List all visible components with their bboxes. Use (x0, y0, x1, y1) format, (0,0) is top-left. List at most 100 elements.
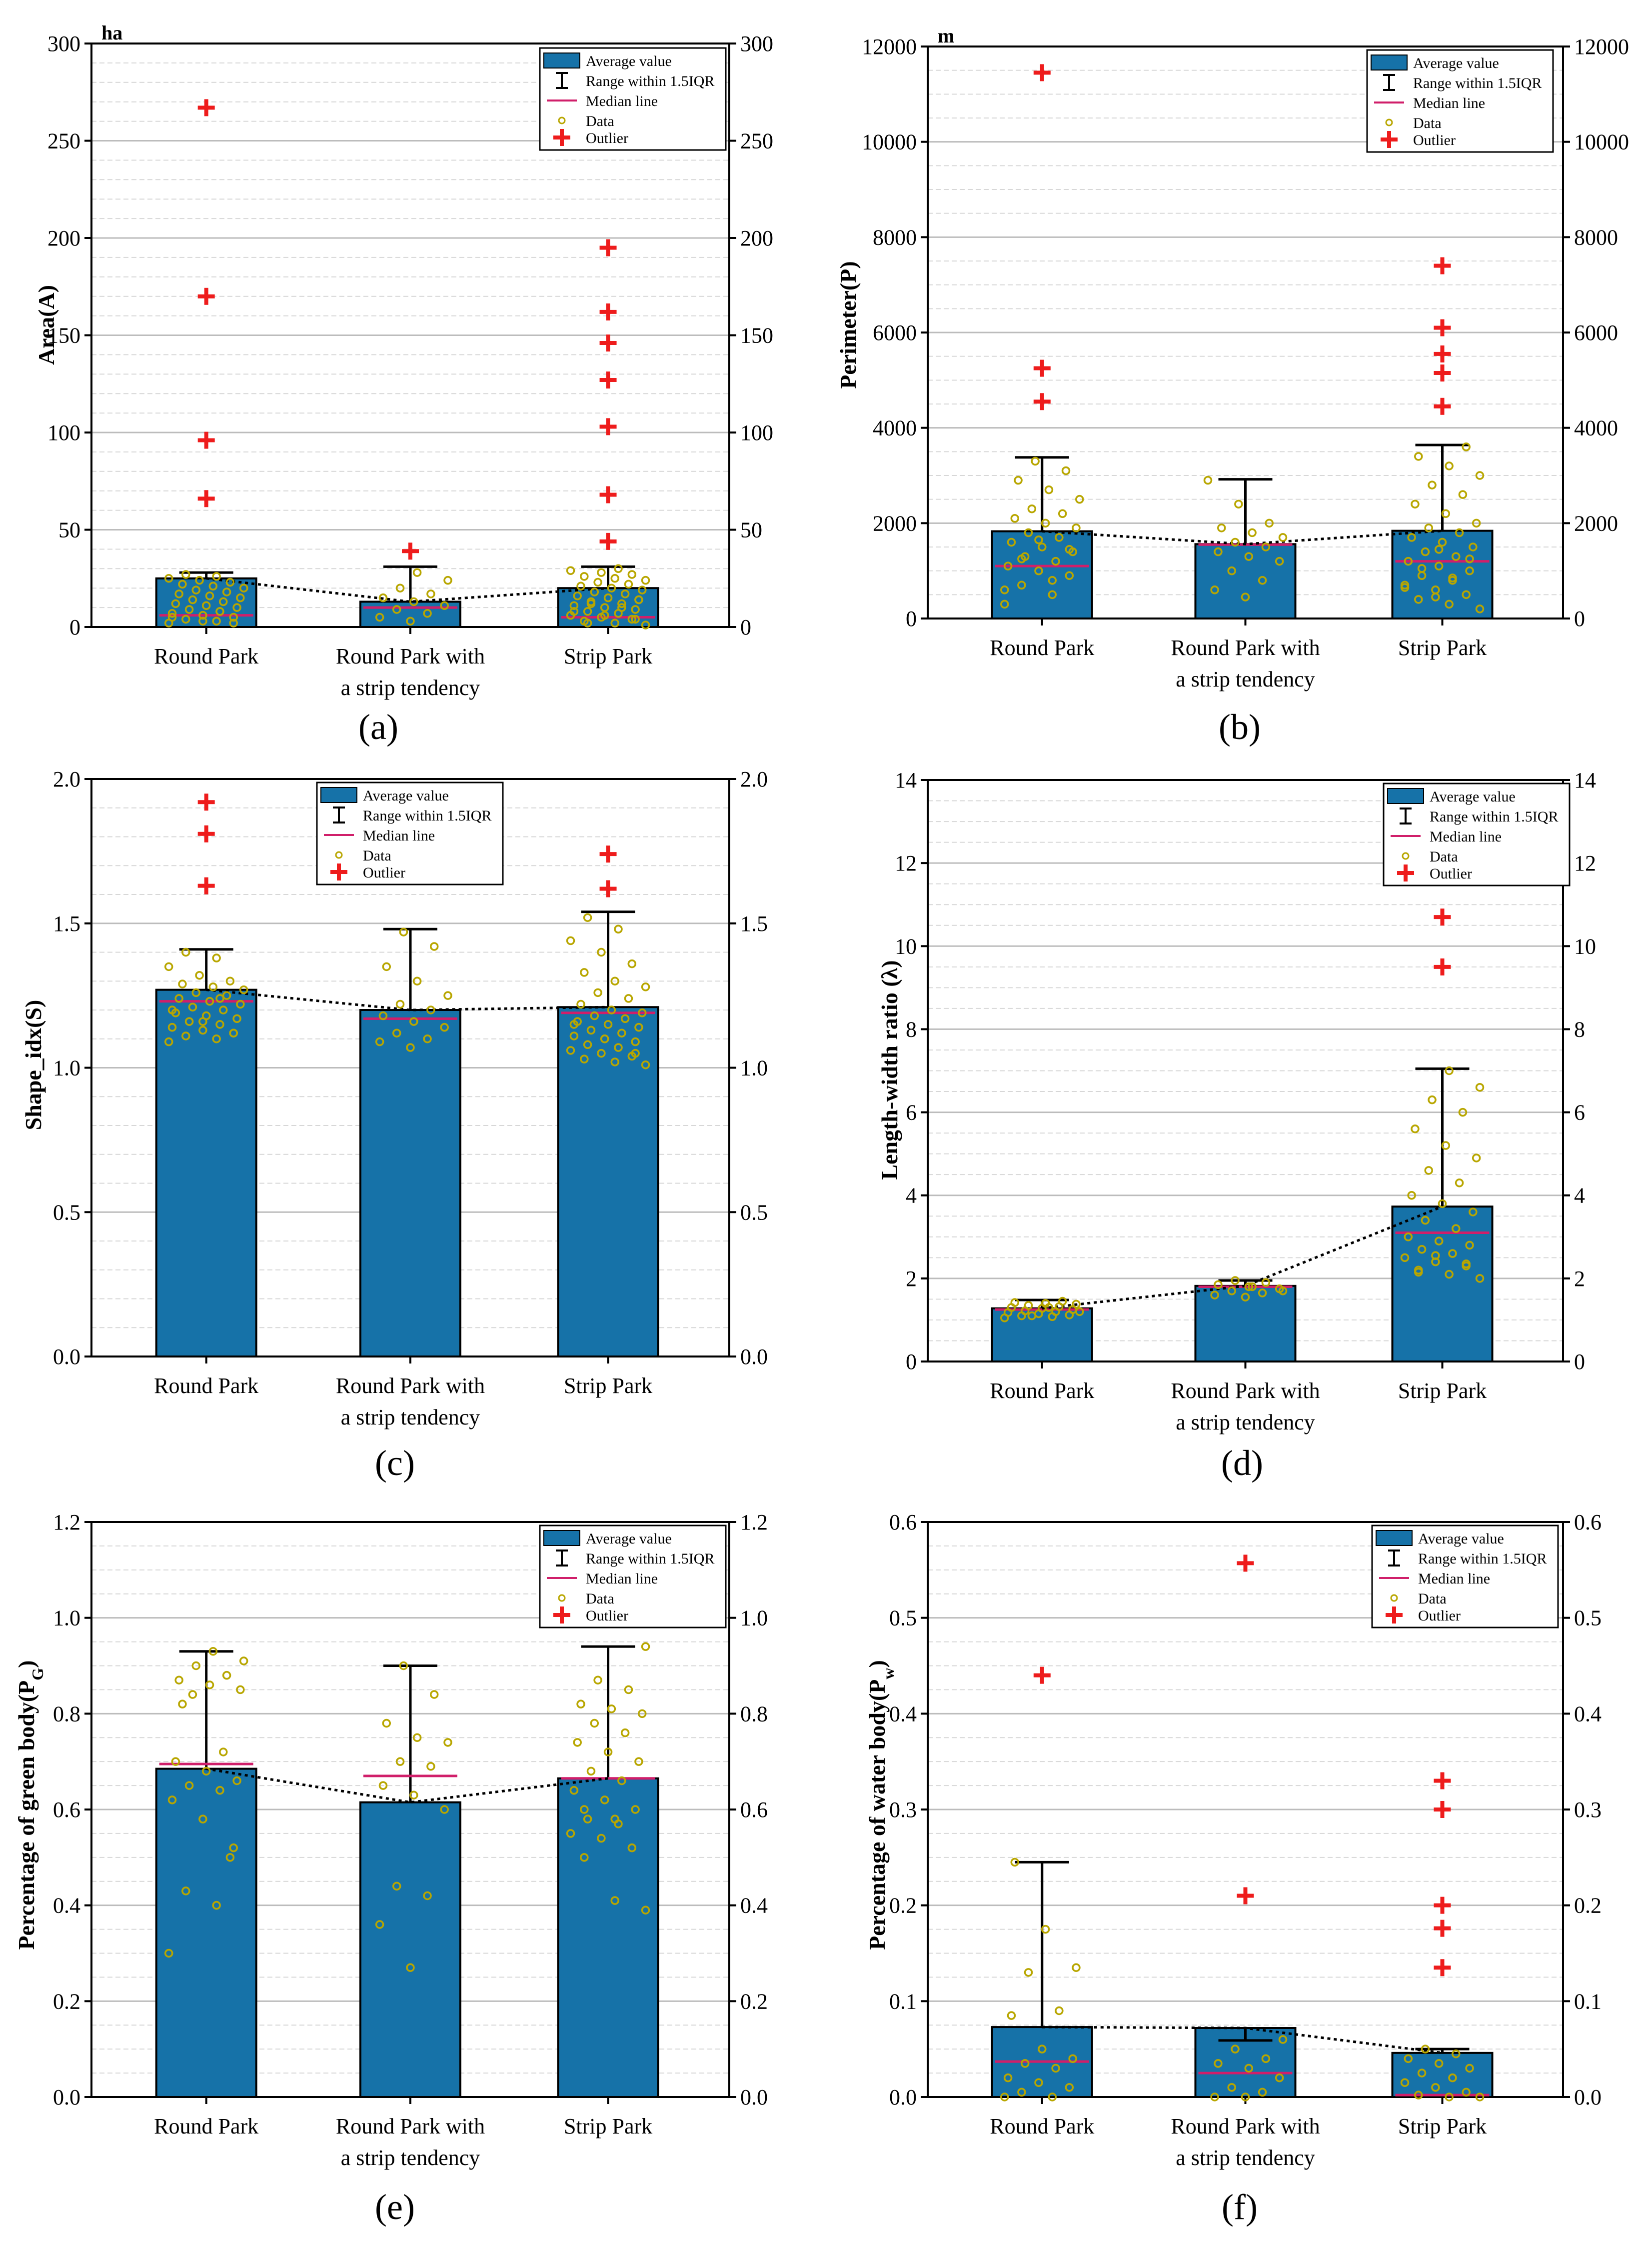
data-point (236, 1685, 245, 1694)
legend-swatch-whisker (1388, 1550, 1400, 1566)
data-point (580, 572, 589, 581)
data-point (620, 1014, 630, 1024)
y-tick-label-left: 10000 (862, 130, 917, 154)
data-point (586, 1026, 596, 1035)
data-point (1241, 1292, 1250, 1302)
data-point (1261, 2054, 1271, 2064)
data-point (1452, 2050, 1461, 2058)
outlier-marker (1434, 958, 1451, 976)
data-point (617, 599, 626, 608)
y-tick-label-left: 2 (906, 1266, 917, 1291)
data-point (583, 1040, 592, 1050)
data-point (1048, 2092, 1057, 2102)
legend-swatch-bar (1376, 1530, 1413, 1546)
legend-label: Outlier (586, 1608, 628, 1624)
data-point (191, 1661, 200, 1670)
y-axis-title-sub: G (28, 1668, 46, 1680)
data-point (188, 595, 197, 604)
category-label: Strip Park (1398, 636, 1487, 660)
data-point (412, 976, 422, 986)
outlier-marker (1434, 1959, 1451, 1976)
data-point (1007, 538, 1016, 547)
outlier-marker (1434, 319, 1451, 336)
panel-label: (f) (1222, 2187, 1258, 2227)
y-tick-label-right: 0.0 (740, 2085, 768, 2110)
data-point (1055, 2006, 1064, 2016)
y-tick-label-left: 0 (906, 1350, 917, 1374)
y-axis-title-end: ) (13, 1660, 39, 1668)
data-point (1034, 2078, 1043, 2087)
data-point (1248, 528, 1257, 538)
data-point (1414, 1268, 1423, 1277)
data-point (440, 1022, 449, 1032)
y-tick-label-right: 4 (1574, 1184, 1585, 1208)
outlier-marker (599, 303, 617, 320)
category-label: Round Park (154, 644, 258, 668)
legend-swatch-outlier (1381, 131, 1398, 148)
mean-bar (359, 600, 461, 628)
data-point (395, 584, 405, 592)
data-point (184, 1781, 194, 1790)
data-point (610, 574, 619, 583)
legend-label: Outlier (1413, 132, 1456, 148)
data-point (171, 599, 180, 608)
data-point (1072, 524, 1081, 532)
data-point (569, 1786, 579, 1795)
mean-bar (359, 1009, 461, 1358)
data-point (219, 1006, 228, 1014)
data-point (426, 1006, 435, 1014)
outlier-marker (1237, 1887, 1254, 1904)
y-tick-label-left: 250 (47, 129, 80, 154)
y-tick-label-left: 0.0 (889, 2085, 917, 2110)
data-point (1421, 2044, 1430, 2054)
data-point (1000, 2092, 1009, 2102)
panel-e: 0.0 0.0 0.2 0.2 0.4 0.4 0.6 0.6 0.8 0.8 1.0 1.0 1.2 1… (13, 1510, 768, 2227)
data-point (620, 590, 630, 598)
data-point (232, 1776, 241, 1786)
y-tick-label-right: 0 (740, 615, 751, 640)
data-point (1475, 604, 1485, 614)
legend: Average value Range within 1.5IQR Median l… (539, 1524, 727, 1628)
y-tick-label-left: 12 (895, 851, 917, 876)
outlier-marker (1434, 908, 1451, 926)
data-point (181, 1032, 190, 1040)
data-point (198, 616, 207, 626)
data-point (222, 588, 231, 596)
legend-label: Average value (586, 53, 672, 70)
data-point (201, 601, 211, 610)
data-point (212, 1900, 221, 1910)
legend-label: Range within 1.5IQR (586, 1550, 714, 1567)
legend-label: Median line (1418, 1570, 1490, 1587)
legend-label: Data (1418, 1590, 1447, 1607)
data-point (215, 1020, 224, 1029)
data-point (1404, 1232, 1413, 1242)
data-point (219, 597, 228, 606)
data-point (1014, 476, 1023, 485)
y-tick-label-right: 2.0 (740, 767, 768, 792)
data-point (1041, 1924, 1050, 1934)
data-point (392, 605, 401, 614)
data-point (1428, 1095, 1437, 1104)
data-point (212, 954, 221, 962)
data-point (1010, 1858, 1019, 1867)
y-tick-label-left: 8000 (873, 225, 917, 250)
y-tick-label-right: 1.0 (740, 1056, 768, 1080)
data-point (205, 996, 214, 1006)
data-point (232, 603, 241, 612)
data-point (375, 612, 384, 622)
data-point (607, 584, 616, 592)
y-tick-label-left: 0.0 (53, 1344, 80, 1369)
data-point (188, 1002, 197, 1012)
data-point (1462, 590, 1471, 600)
category-label: Round Park with (1171, 1378, 1320, 1403)
data-point (1024, 528, 1033, 538)
data-point (1475, 1274, 1485, 1283)
data-point (1421, 547, 1430, 556)
data-point (1231, 538, 1240, 547)
panel-label: (a) (358, 707, 398, 747)
data-point (205, 592, 214, 600)
data-point (1024, 1301, 1033, 1310)
data-point (167, 609, 177, 618)
mean-bar (1194, 1284, 1297, 1363)
data-point (1458, 1108, 1468, 1117)
